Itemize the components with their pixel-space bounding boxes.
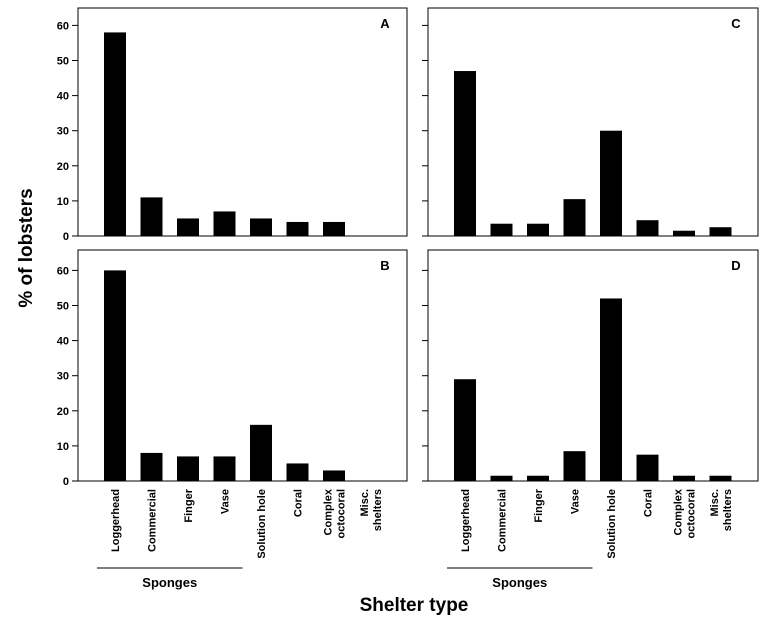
bar	[454, 71, 476, 236]
y-tick-label: 30	[57, 126, 69, 138]
panel-c: C	[422, 7, 759, 237]
group-label: Sponges	[142, 575, 197, 590]
category-label: Coral	[643, 489, 655, 517]
y-tick-label: 50	[57, 56, 69, 68]
category-label: Coral	[293, 489, 305, 517]
bar	[673, 230, 695, 236]
category-label: Misc.	[359, 489, 371, 517]
bar	[709, 227, 732, 236]
bar	[636, 454, 659, 481]
y-tick-label: 50	[57, 301, 69, 313]
bar	[104, 32, 126, 236]
category-label: Vase	[570, 489, 582, 514]
category-label: Vase	[220, 489, 232, 514]
panel-letter: B	[380, 258, 389, 273]
group-label: Sponges	[492, 575, 547, 590]
panel-b: 0 10 20 30 40 50 60 B	[57, 249, 408, 488]
bar	[286, 221, 309, 236]
panel-frame	[77, 7, 408, 237]
category-label: Commercial	[147, 489, 159, 552]
bar	[323, 470, 345, 481]
y-tick-label: 60	[57, 20, 69, 32]
category-label: octocoral	[336, 489, 348, 539]
category-label: Loggerhead	[460, 489, 472, 552]
bar	[636, 220, 659, 236]
y-tick-label: 20	[57, 161, 69, 173]
bar	[250, 218, 272, 236]
category-label: Finger	[533, 488, 545, 522]
y-tick-label: 40	[57, 336, 69, 348]
panels: 0 10 20 30 40 50 60 A C 0 10 20 30 40 50 60 B D	[57, 7, 759, 488]
bar	[250, 424, 272, 481]
category-labels: Loggerhead Commercial Finger Vase Solution h…	[110, 488, 734, 559]
bar	[140, 452, 163, 481]
bar	[527, 475, 549, 481]
bar	[177, 456, 199, 481]
bar	[600, 130, 622, 236]
bar	[140, 197, 163, 236]
y-tick-label: 30	[57, 371, 69, 383]
y-tick-label: 10	[57, 196, 69, 208]
panel-frame	[427, 249, 759, 482]
category-label: shelters	[372, 489, 384, 531]
bar	[709, 475, 732, 481]
x-axis-title: Shelter type	[360, 595, 469, 616]
bar	[213, 211, 236, 236]
bar	[527, 223, 549, 236]
bar	[323, 221, 345, 236]
panel-d: D	[422, 249, 759, 482]
category-label: Commercial	[497, 489, 509, 552]
category-label: Complex	[323, 488, 335, 535]
bar	[563, 451, 586, 481]
group-brackets: Sponges Sponges	[97, 567, 593, 590]
panel-letter: D	[731, 258, 740, 273]
bar	[286, 463, 309, 481]
bar	[454, 379, 476, 481]
panel-letter: C	[731, 16, 741, 31]
bar	[490, 223, 513, 236]
bar	[213, 456, 236, 481]
category-label: Misc.	[709, 489, 721, 517]
category-label: shelters	[722, 489, 734, 531]
panel-letter: A	[380, 16, 390, 31]
y-tick-label: 0	[63, 231, 69, 243]
y-tick-label: 60	[57, 265, 69, 277]
bar	[104, 270, 126, 481]
category-label: octocoral	[686, 489, 698, 539]
panel-frame	[77, 249, 408, 482]
category-label: Solution hole	[606, 489, 618, 559]
category-label: Finger	[183, 488, 195, 522]
category-label: Loggerhead	[110, 489, 122, 552]
bar	[177, 218, 199, 236]
y-tick-label: 0	[63, 476, 69, 488]
bar	[673, 475, 695, 481]
bar	[563, 199, 586, 236]
category-label: Solution hole	[256, 489, 268, 559]
panel-a: 0 10 20 30 40 50 60 A	[57, 7, 408, 243]
bar	[490, 475, 513, 481]
y-tick-label: 40	[57, 91, 69, 103]
bar	[600, 298, 622, 481]
y-tick-label: 20	[57, 406, 69, 418]
y-tick-label: 10	[57, 441, 69, 453]
category-label: Complex	[673, 488, 685, 535]
panel-frame	[427, 7, 759, 237]
y-axis-title: % of lobsters	[16, 188, 37, 307]
